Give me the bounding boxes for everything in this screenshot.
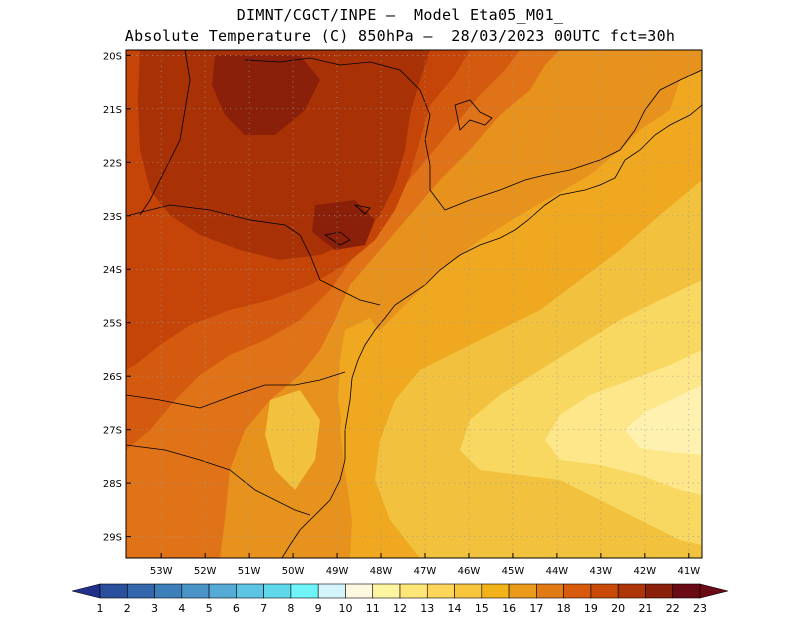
lat-label: 25S xyxy=(103,319,122,330)
coastline xyxy=(281,104,702,558)
colorbar-segment xyxy=(181,583,210,599)
colorbar-segment xyxy=(263,583,292,599)
colorbar-label: 6 xyxy=(233,602,240,615)
borders xyxy=(126,50,702,558)
band-22-north xyxy=(212,55,320,135)
colorbar-label: 11 xyxy=(366,602,380,615)
band-22-center xyxy=(312,200,375,250)
colorbar-label: 20 xyxy=(611,602,625,615)
colorbar-segment xyxy=(645,583,674,599)
map-frame xyxy=(125,49,703,559)
colorbar-label: 22 xyxy=(666,602,680,615)
colorbar-labels: 1 2 3 4 5 6 7 8 9 10 11 12 13 14 15 16 17 18 19 20 21 22 23 xyxy=(97,602,708,615)
colorbar-segment xyxy=(154,583,183,599)
colorbar-segment xyxy=(372,583,401,599)
band-12 xyxy=(625,385,702,455)
colorbar-label: 13 xyxy=(420,602,434,615)
colorbar-segment xyxy=(236,583,264,599)
temperature-field xyxy=(126,50,702,558)
colorbar-label: 4 xyxy=(178,602,185,615)
lat-label: 24S xyxy=(103,265,122,276)
longitude-labels: 53W 52W 51W 50W 49W 48W 47W 46W 45W 44W 43W 42W 41W xyxy=(150,566,700,577)
state-border-sp-pr xyxy=(129,204,381,306)
band-16-coast xyxy=(338,318,385,440)
colorbar-segment xyxy=(208,583,237,599)
lat-label: 28S xyxy=(103,479,122,490)
reservoir-2 xyxy=(323,231,351,246)
colorbar-segment xyxy=(672,583,701,599)
colorbar-label: 8 xyxy=(287,602,294,615)
colorbar-label: 10 xyxy=(338,602,352,615)
title-line-2: Absolute Temperature (C) 850hPa – 28/03/… xyxy=(124,27,676,45)
lon-label: 43W xyxy=(590,566,613,577)
lon-label: 52W xyxy=(194,566,217,577)
colorbar-right-arrow xyxy=(699,583,729,599)
lon-label: 51W xyxy=(238,566,261,577)
lon-label: 45W xyxy=(502,566,525,577)
lat-label: 26S xyxy=(103,372,122,383)
axis-ticks xyxy=(126,54,690,558)
colorbar-label: 17 xyxy=(529,602,543,615)
colorbar-segment xyxy=(99,583,128,599)
lon-label: 49W xyxy=(326,566,349,577)
colorbar-segment xyxy=(426,583,455,599)
colorbar-label: 21 xyxy=(638,602,652,615)
state-border-rj xyxy=(544,69,702,176)
colorbar-segment xyxy=(345,583,374,599)
colorbar-segment xyxy=(508,583,537,599)
colorbar-segment xyxy=(290,583,319,599)
title-line-1: DIMNT/CGCT/INPE – Model Eta05_M01_ xyxy=(236,6,564,24)
lat-label: 22S xyxy=(103,158,122,169)
state-border-mg-sp xyxy=(244,57,546,211)
latitude-labels: 20S 21S 22S 23S 24S 25S 26S 27S 28S 29S xyxy=(103,51,122,543)
lon-label: 44W xyxy=(546,566,569,577)
colorbar-label: 2 xyxy=(124,602,131,615)
state-border-ms xyxy=(139,50,191,216)
lon-label: 46W xyxy=(458,566,481,577)
lat-label: 20S xyxy=(103,51,122,62)
band-13 xyxy=(545,350,702,495)
colorbar-label: 23 xyxy=(693,602,707,615)
lat-label: 23S xyxy=(103,212,122,223)
colorbar-segment xyxy=(563,583,592,599)
lat-label: 27S xyxy=(103,426,122,437)
colorbar-segment xyxy=(536,583,564,599)
lon-label: 48W xyxy=(370,566,393,577)
colorbar-label: 5 xyxy=(206,602,213,615)
colorbar-segment xyxy=(481,583,510,599)
colorbar-segment xyxy=(617,583,646,599)
state-border-pr-sc xyxy=(126,371,346,409)
reservoir-1 xyxy=(454,99,493,131)
colorbar-segment xyxy=(454,583,483,599)
colorbar-label: 9 xyxy=(315,602,322,615)
state-border-sc-rs xyxy=(126,444,311,516)
colorbar-label: 3 xyxy=(151,602,158,615)
colorbar-segment xyxy=(590,583,619,599)
lon-label: 42W xyxy=(634,566,657,577)
colorbar xyxy=(71,583,729,599)
colorbar-left-arrow xyxy=(71,583,101,599)
colorbar-label: 18 xyxy=(557,602,571,615)
lon-label: 41W xyxy=(677,566,700,577)
colorbar-label: 19 xyxy=(584,602,598,615)
colorbar-label: 12 xyxy=(393,602,407,615)
lat-label: 29S xyxy=(103,533,122,544)
lon-label: 53W xyxy=(150,566,173,577)
lon-label: 47W xyxy=(414,566,437,577)
band-15-south xyxy=(265,390,320,490)
colorbar-label: 1 xyxy=(97,602,104,615)
colorbar-segment xyxy=(399,583,428,599)
colorbar-label: 14 xyxy=(448,602,462,615)
colorbar-segment xyxy=(126,583,155,599)
lon-label: 50W xyxy=(282,566,305,577)
colorbar-label: 7 xyxy=(260,602,267,615)
reservoir-3 xyxy=(353,204,371,215)
colorbar-label: 15 xyxy=(475,602,489,615)
colorbar-label: 16 xyxy=(502,602,516,615)
colorbar-segment xyxy=(317,583,346,599)
lat-label: 21S xyxy=(103,105,122,116)
